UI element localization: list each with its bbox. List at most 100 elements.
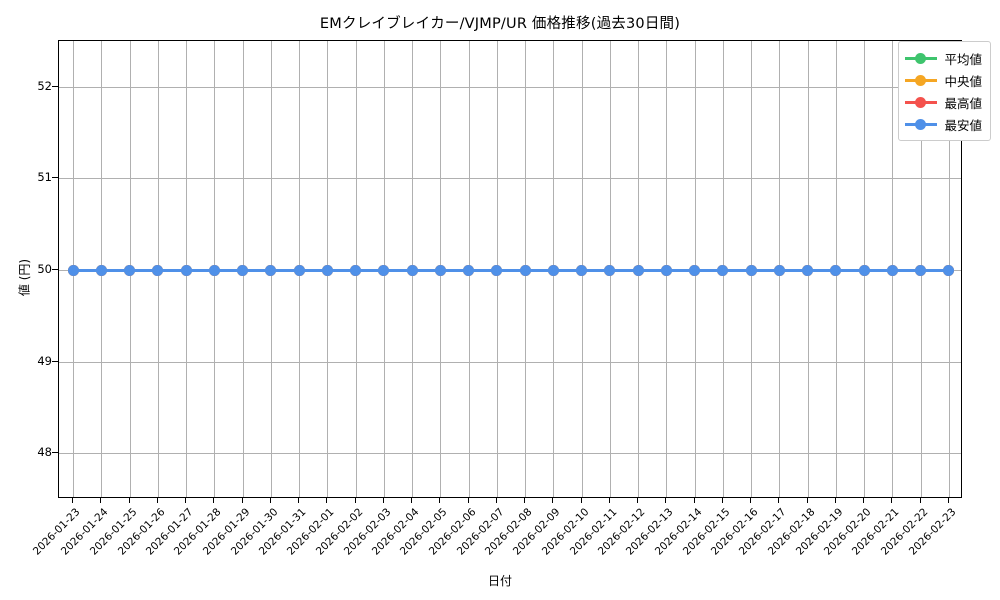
series-line-segment [581, 268, 610, 272]
series-data-point [660, 264, 672, 276]
x-axis-tick-mark [750, 498, 752, 503]
legend-label: 最高値 [944, 95, 982, 111]
y-axis-tick-labels: 48 49 50 51 52 [8, 0, 52, 600]
y-axis-tick-label: 52 [37, 78, 52, 93]
series-3 [59, 41, 961, 497]
series-line-segment [299, 268, 328, 272]
series-line-segment [638, 268, 667, 272]
series-data-point [378, 264, 390, 276]
series-line-segment [440, 268, 469, 272]
gridline-horizontal-4 [59, 86, 961, 88]
x-axis-tick-mark [354, 498, 356, 503]
series-data-point [943, 264, 955, 276]
series-line-segment [751, 268, 780, 272]
series-data-point [773, 264, 785, 276]
legend-marker-icon [905, 118, 938, 130]
series-line-segment [920, 268, 949, 272]
series-data-point [237, 264, 249, 276]
legend-item-3[interactable]: 最安値 [905, 113, 982, 135]
series-data-point [180, 264, 192, 276]
legend-marker-icon [905, 96, 938, 108]
y-axis-tick-mark [52, 177, 58, 179]
y-axis-tick-label: 48 [37, 445, 52, 460]
x-axis-tick-mark [552, 498, 554, 503]
x-axis-tick-mark [269, 498, 271, 503]
x-axis-tick-mark [156, 498, 158, 503]
legend-item-2[interactable]: 最高値 [905, 91, 982, 113]
x-axis-tick-mark [495, 498, 497, 503]
series-data-point [576, 264, 588, 276]
series-line-segment [525, 268, 554, 272]
gridline-horizontal-0 [59, 453, 961, 455]
series-data-point [830, 264, 842, 276]
x-axis-label: 日付 [487, 574, 512, 588]
series-line-segment [412, 268, 441, 272]
x-axis-tick-mark [72, 498, 74, 503]
chart-title: EMクレイブレイカー/VJMP/UR 価格推移(過去30日間) [319, 16, 681, 32]
x-axis-tick-mark [185, 498, 187, 503]
series-line-segment [214, 268, 243, 272]
chart-legend: 平均値中央値最高値最安値 [898, 41, 991, 141]
series-line-segment [383, 268, 413, 272]
series-data-point [858, 264, 870, 276]
series-data-point [67, 264, 79, 276]
x-axis-tick-mark [213, 498, 215, 503]
series-data-point [915, 264, 927, 276]
series-data-point [802, 264, 814, 276]
series-data-point [886, 264, 898, 276]
series-data-point [434, 264, 446, 276]
series-line-segment [779, 268, 808, 272]
x-axis-tick-mark [241, 498, 243, 503]
x-axis-tick-mark [382, 498, 384, 503]
y-axis-tick-mark [52, 85, 58, 87]
x-axis-tick-mark [467, 498, 469, 503]
series-data-point [463, 264, 475, 276]
x-axis-tick-mark [100, 498, 102, 503]
x-axis-tick-mark [411, 498, 413, 503]
y-axis-tick-label: 51 [37, 170, 52, 185]
series-line-segment [553, 268, 582, 272]
y-axis-tick-mark [52, 452, 58, 454]
series-data-point [406, 264, 418, 276]
legend-item-0[interactable]: 平均値 [905, 47, 982, 69]
x-axis-tick-mark [693, 498, 695, 503]
series-data-point [717, 264, 729, 276]
legend-label: 中央値 [944, 73, 982, 89]
series-line-segment [186, 268, 215, 272]
legend-marker-icon [905, 74, 938, 86]
series-line-segment [242, 268, 271, 272]
legend-label: 平均値 [944, 51, 982, 67]
series-data-point [321, 264, 333, 276]
series-data-point [95, 264, 107, 276]
x-axis-tick-mark [298, 498, 300, 503]
x-axis-tick-mark [128, 498, 130, 503]
y-axis-tick-label: 50 [37, 262, 52, 276]
x-axis-tick-mark [721, 498, 723, 503]
y-axis-tick-mark [52, 269, 58, 271]
legend-marker-icon [905, 52, 938, 64]
y-axis-tick-label: 49 [37, 353, 52, 368]
legend-item-1[interactable]: 中央値 [905, 69, 982, 91]
series-line-segment [666, 268, 695, 272]
series-line-segment [327, 268, 356, 272]
series-line-segment [496, 268, 526, 272]
gridline-horizontal-3 [59, 178, 961, 180]
series-line-segment [694, 268, 723, 272]
x-axis-tick-mark [608, 498, 610, 503]
plot-area [58, 40, 962, 498]
x-axis-tick-mark [439, 498, 441, 503]
series-line-segment [892, 268, 921, 272]
series-data-point [491, 264, 503, 276]
series-line-segment [270, 268, 300, 272]
series-data-point [689, 264, 701, 276]
x-axis-tick-mark [326, 498, 328, 503]
x-axis-tick-mark [919, 498, 921, 503]
series-line-segment [807, 268, 836, 272]
series-line-segment [468, 268, 497, 272]
series-data-point [632, 264, 644, 276]
x-axis-tick-mark [947, 498, 949, 503]
series-line-segment [835, 268, 865, 272]
series-line-segment [864, 268, 893, 272]
series-data-point [208, 264, 220, 276]
